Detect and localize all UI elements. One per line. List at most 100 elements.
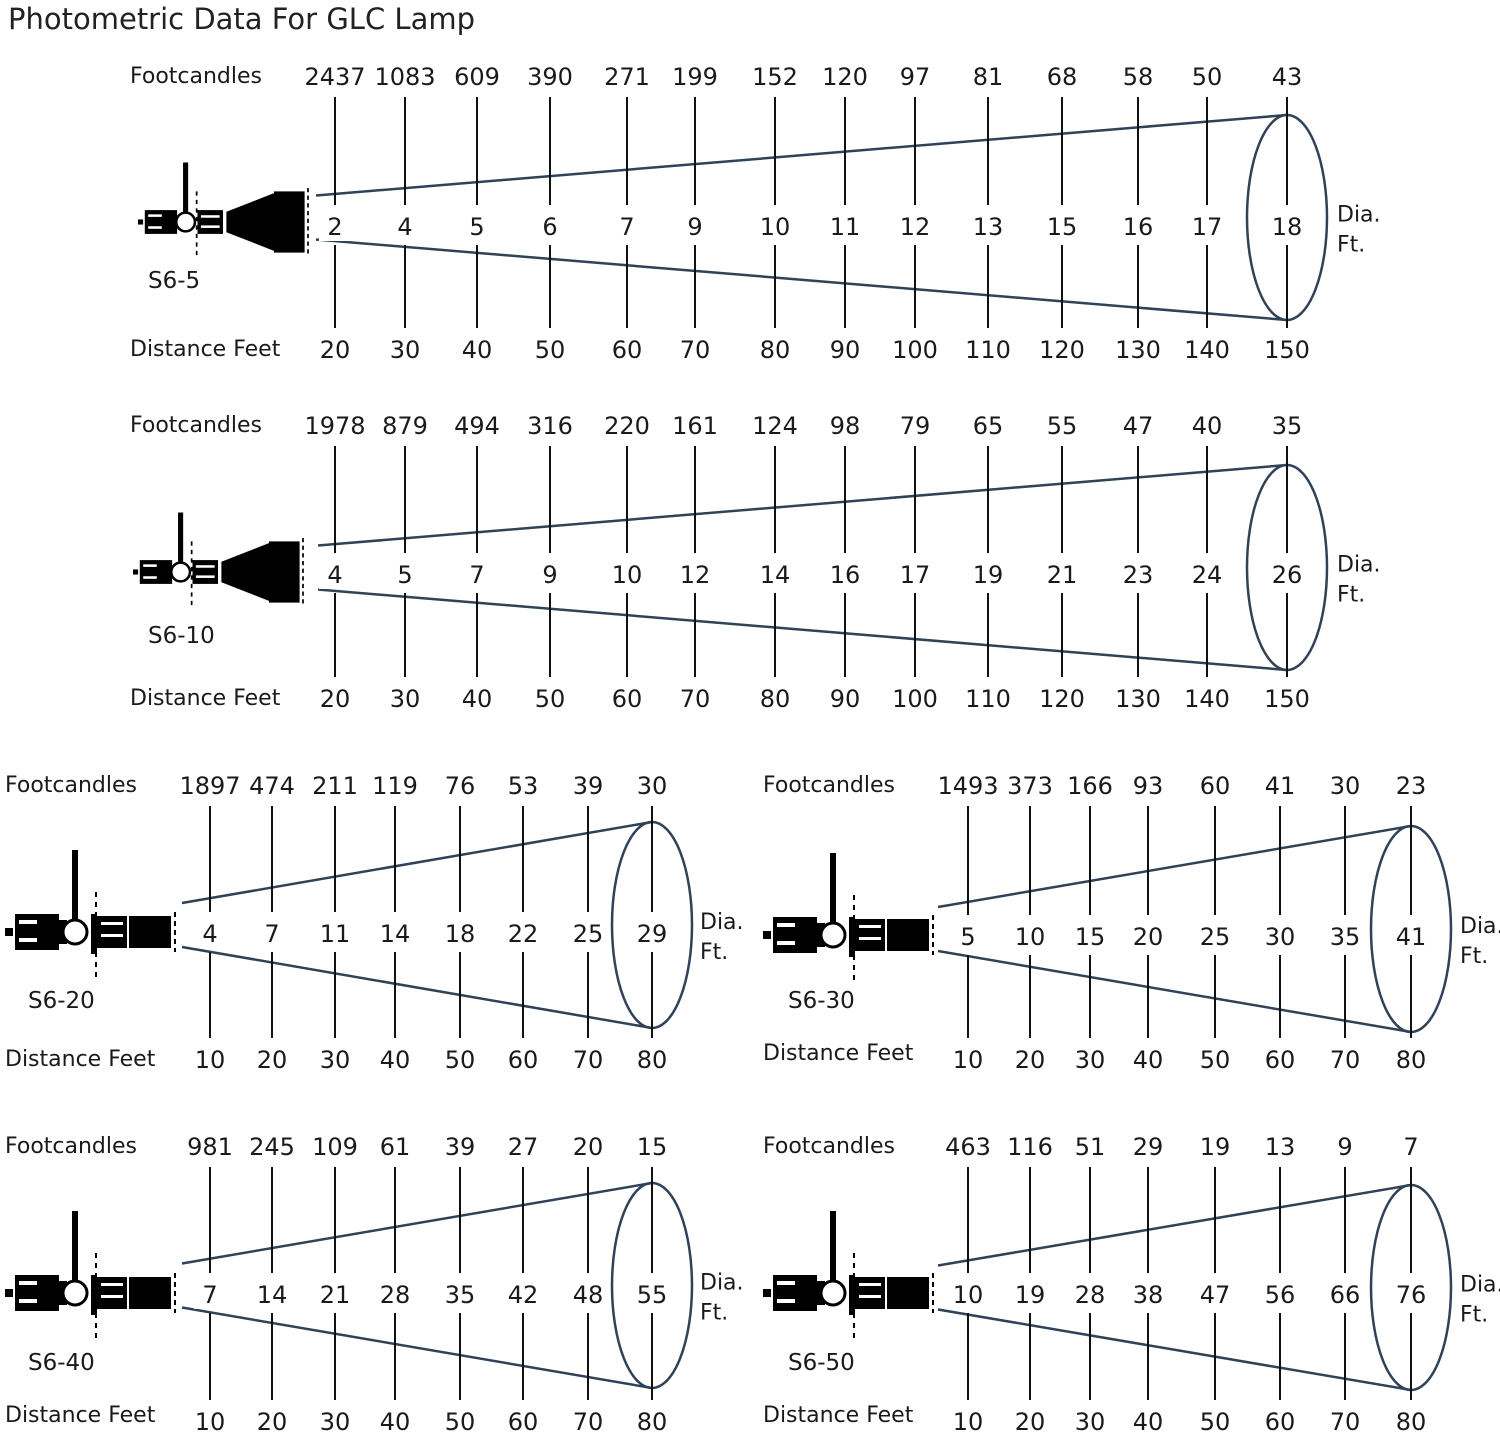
distance-value: 50 [445,1046,476,1074]
diameter-value: 26 [1272,561,1303,589]
footcandle-value: 79 [900,412,931,440]
footcandle-value: 50 [1192,63,1223,91]
dia-label: Dia. [1460,914,1500,939]
ft-label: Ft. [700,940,728,965]
diameter-value: 5 [960,923,975,951]
fixture-icon [133,512,304,607]
distance-value: 80 [1396,1046,1427,1074]
distance-label: Distance Feet [130,686,281,711]
distance-value: 50 [1200,1046,1231,1074]
beam-bottom-line [937,1308,1412,1392]
footcandle-value: 65 [973,412,1004,440]
diameter-value: 19 [1015,1281,1046,1309]
data-column: 13 56 60 [1264,1133,1296,1434]
model-label: S6-10 [148,623,215,649]
distance-value: 80 [637,1408,668,1434]
ft-label: Ft. [700,1301,728,1326]
data-column: 41 30 60 [1264,772,1296,1074]
footcandle-value: 30 [1330,772,1361,800]
footcandles-label: Footcandles [763,773,895,798]
panel-s6-20: Footcandles Distance Feet S6-20 1897 4 10 474 7… [5,772,744,1074]
footcandle-value: 1978 [304,412,365,440]
diameter-value: 7 [469,561,484,589]
footcandle-value: 76 [445,772,476,800]
diameter-value: 35 [445,1281,476,1309]
data-column: 1083 4 30 [374,63,435,364]
footcandle-value: 1083 [374,63,435,91]
distance-value: 30 [320,1046,351,1074]
diameter-value: 2 [327,213,342,241]
diameter-value: 20 [1133,923,1164,951]
footcandle-value: 199 [672,63,718,91]
diameter-value: 47 [1200,1281,1231,1309]
data-column: 27 42 60 [507,1133,539,1434]
distance-value: 60 [612,336,643,364]
data-column: 47 23 130 [1115,412,1161,713]
data-column: 53 22 60 [507,772,539,1074]
distance-value: 140 [1184,336,1230,364]
footcandle-value: 390 [527,63,573,91]
footcandle-value: 39 [445,1133,476,1161]
dia-label: Dia. [700,910,744,935]
distance-value: 70 [680,336,711,364]
data-column: 199 9 70 [672,63,718,364]
diameter-value: 9 [542,561,557,589]
distance-value: 20 [320,685,351,713]
data-column: 15 55 80 [636,1133,668,1434]
footcandles-label: Footcandles [130,413,262,438]
data-column: 98 16 90 [829,412,861,713]
diameter-value: 17 [1192,213,1223,241]
footcandle-value: 47 [1123,412,1154,440]
footcandle-value: 19 [1200,1133,1231,1161]
footcandle-value: 879 [382,412,428,440]
footcandle-value: 40 [1192,412,1223,440]
data-column: 390 6 50 [527,63,573,364]
model-label: S6-30 [788,988,855,1014]
footcandle-value: 373 [1007,772,1053,800]
footcandle-value: 41 [1265,772,1296,800]
diameter-value: 14 [257,1281,288,1309]
beam-top-line [181,820,653,905]
beam-bottom-line [317,588,1288,672]
data-column: 152 10 80 [752,63,798,364]
footcandle-value: 53 [508,772,539,800]
diameter-value: 5 [397,561,412,589]
data-column: 55 21 120 [1039,412,1085,713]
footcandle-value: 316 [527,412,573,440]
diameter-value: 13 [973,213,1004,241]
data-column: 120 11 90 [822,63,868,364]
data-column: 316 9 50 [527,412,573,713]
diameter-value: 76 [1396,1281,1427,1309]
footcandle-value: 13 [1265,1133,1296,1161]
diameter-value: 9 [687,213,702,241]
data-column: 161 12 70 [672,412,718,713]
data-column: 51 28 30 [1074,1133,1106,1434]
distance-value: 60 [508,1408,539,1434]
footcandle-value: 15 [637,1133,668,1161]
data-column: 109 21 30 [312,1133,358,1434]
footcandle-value: 116 [1007,1133,1053,1161]
diameter-value: 17 [900,561,931,589]
beam-top-line [181,1181,653,1265]
distance-value: 70 [680,685,711,713]
distance-value: 80 [760,685,791,713]
footcandle-value: 211 [312,772,358,800]
distance-value: 100 [892,336,938,364]
data-column: 609 5 40 [454,63,500,364]
data-column: 35 26 150 [1264,412,1310,713]
distance-value: 30 [320,1408,351,1434]
footcandle-value: 58 [1123,63,1154,91]
diameter-value: 4 [397,213,412,241]
distance-value: 60 [612,685,643,713]
distance-value: 120 [1039,685,1085,713]
beam-top-line [315,113,1288,197]
diameter-value: 48 [573,1281,604,1309]
beam-top-line [937,824,1412,909]
distance-value: 50 [445,1408,476,1434]
footcandle-value: 51 [1075,1133,1106,1161]
dia-label: Dia. [1460,1273,1500,1298]
dia-label: Dia. [1337,203,1381,228]
fixture-icon [5,1211,176,1338]
distance-value: 50 [535,336,566,364]
